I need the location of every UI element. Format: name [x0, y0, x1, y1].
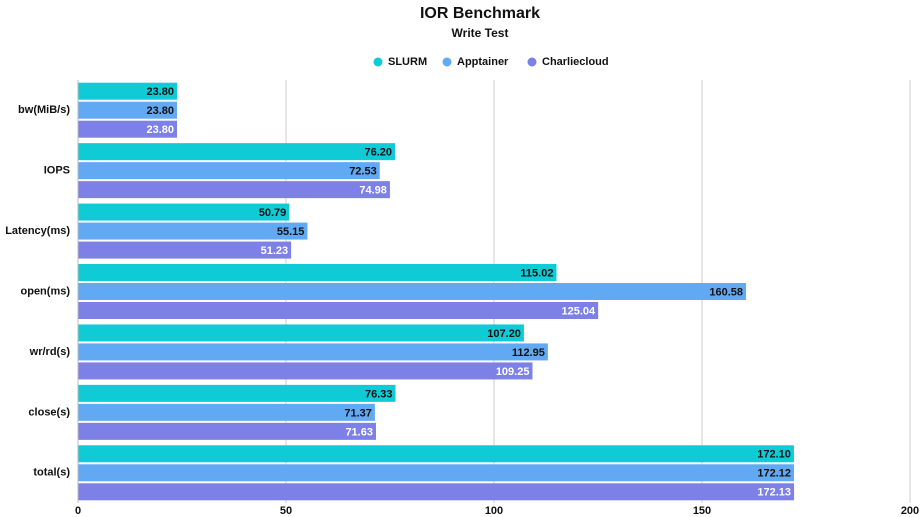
bar: [78, 403, 375, 421]
value-label: 172.10: [757, 449, 791, 461]
value-label: 23.80: [146, 86, 174, 98]
value-label: 160.58: [709, 286, 743, 298]
bar: [78, 483, 795, 501]
bar: [78, 82, 178, 100]
value-label: 50.79: [259, 207, 287, 219]
value-label: 172.12: [757, 468, 791, 480]
value-label: 74.98: [359, 185, 387, 197]
value-label: 55.15: [277, 226, 305, 238]
bar: [78, 101, 178, 119]
bar: [78, 203, 290, 221]
value-label: 115.02: [520, 267, 553, 279]
y-tick-label: Latency(ms): [5, 225, 70, 237]
value-label: 112.95: [512, 347, 545, 359]
value-label: 72.53: [349, 166, 377, 178]
chart-subtitle: Write Test: [452, 26, 509, 40]
y-tick-label: close(s): [28, 406, 70, 418]
bar: [78, 324, 524, 342]
x-tick-label: 200: [901, 505, 919, 517]
chart-title: IOR Benchmark: [420, 5, 540, 22]
value-label: 76.33: [365, 388, 393, 400]
y-tick-label: wr/rd(s): [29, 346, 71, 358]
value-label: 51.23: [261, 245, 289, 257]
y-tick-label: bw(MiB/s): [18, 104, 70, 116]
value-label: 125.04: [562, 305, 597, 317]
legend-marker: [442, 57, 452, 67]
bar: [78, 422, 376, 440]
x-tick-label: 0: [75, 505, 81, 517]
bar: [78, 362, 533, 380]
bar: [78, 384, 396, 402]
value-label: 109.25: [496, 366, 530, 378]
value-label: 23.80: [146, 105, 174, 117]
bar: [78, 162, 380, 180]
value-label: 23.80: [146, 124, 174, 136]
bar: [78, 445, 794, 463]
x-tick-label: 100: [485, 505, 503, 517]
y-tick-label: total(s): [33, 467, 70, 479]
bar: [78, 241, 292, 259]
x-tick-label: 150: [693, 505, 711, 517]
bar: [78, 222, 308, 240]
bar: [78, 302, 599, 319]
legend-label: SLURM: [388, 56, 427, 68]
bar: [78, 343, 548, 361]
bar: [78, 283, 747, 300]
bar: [78, 464, 795, 482]
legend-marker: [527, 57, 537, 67]
bar: [78, 143, 395, 161]
value-label: 71.37: [344, 407, 372, 419]
value-label: 172.13: [757, 487, 791, 499]
legend-label: Apptainer: [457, 56, 509, 68]
y-tick-label: IOPS: [44, 165, 70, 177]
bar: [78, 120, 178, 138]
bar: [78, 264, 557, 281]
value-label: 71.63: [345, 426, 373, 438]
x-tick-label: 50: [280, 505, 292, 517]
y-tick-label: open(ms): [21, 285, 71, 297]
legend-marker: [373, 57, 383, 67]
legend-label: Charliecloud: [542, 56, 609, 68]
value-label: 76.20: [364, 147, 392, 159]
value-label: 107.20: [487, 328, 521, 340]
bar: [78, 181, 390, 199]
